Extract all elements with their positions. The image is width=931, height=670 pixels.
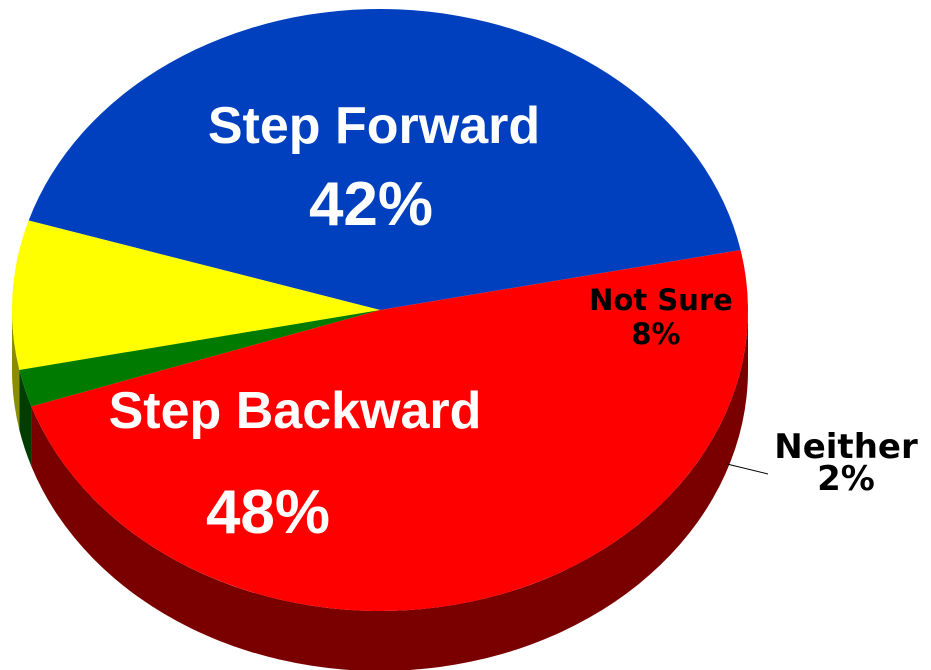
neither-leader-line — [726, 463, 769, 475]
pie-sides — [12, 310, 748, 670]
pie-slice-step-forward — [28, 8, 741, 310]
slice-value-step-forward: 42% — [309, 170, 433, 239]
slice-value-step-backward: 48% — [206, 478, 330, 547]
slice-label-not-sure: Not Sure — [589, 283, 733, 317]
pie-side-neither — [19, 370, 32, 467]
pie-side-not-sure — [12, 310, 20, 431]
slice-label-neither: Neither — [774, 427, 918, 467]
pie-side-step-backward — [31, 310, 748, 670]
slice-value-not-sure: 8% — [631, 317, 680, 351]
pie-slice-neither — [19, 310, 381, 407]
pie-slice-step-backward — [31, 249, 749, 612]
slice-label-step-backward: Step Backward — [109, 382, 482, 440]
pie-tops — [11, 8, 749, 612]
pie-slice-not-sure — [11, 220, 381, 371]
slice-label-step-forward: Step Forward — [208, 97, 540, 155]
slice-value-neither: 2% — [817, 459, 875, 499]
